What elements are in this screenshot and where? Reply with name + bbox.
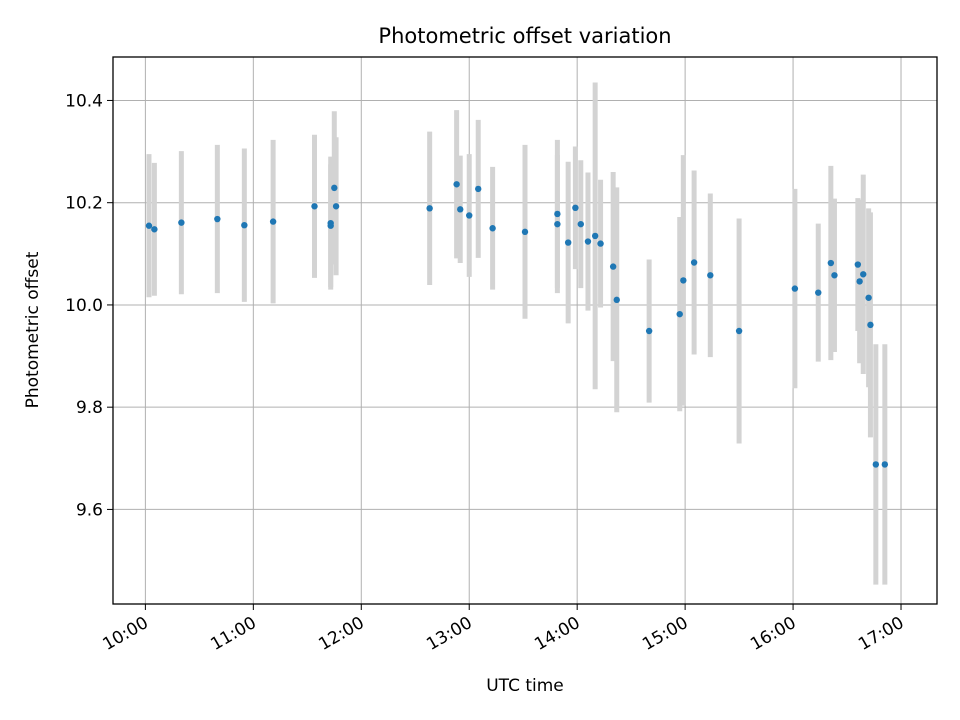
data-point (572, 204, 579, 212)
data-points (145, 181, 889, 468)
y-tick-label: 10.0 (65, 296, 103, 316)
data-point (457, 206, 464, 213)
data-point (214, 215, 221, 223)
data-point (453, 181, 460, 188)
y-tick-label: 9.8 (76, 398, 103, 418)
data-point (554, 220, 561, 228)
data-point (856, 278, 863, 285)
data-point (597, 240, 604, 247)
data-point (591, 232, 599, 240)
data-point (145, 222, 153, 229)
data-point (865, 294, 872, 301)
data-point (609, 263, 617, 270)
data-point (791, 285, 799, 292)
data-point (872, 461, 880, 468)
data-point (327, 222, 334, 229)
data-point (707, 272, 714, 279)
data-point (827, 259, 835, 267)
data-point (690, 259, 698, 266)
data-point (151, 226, 158, 233)
data-point (311, 203, 318, 210)
y-axis-label: Photometric offset (23, 251, 43, 408)
y-tick-label: 9.6 (76, 500, 103, 520)
data-point (331, 184, 338, 192)
y-axis-ticks: 9.6 9.8 10.0 10.2 10.4 (65, 91, 113, 520)
data-point (613, 296, 620, 304)
data-point (178, 219, 185, 226)
data-point (881, 461, 889, 468)
data-point (466, 212, 473, 219)
data-point (584, 238, 592, 245)
data-point (564, 239, 572, 246)
data-point (676, 310, 683, 318)
y-tick-label: 10.2 (65, 194, 103, 214)
data-point (577, 220, 584, 228)
data-point (241, 221, 248, 229)
data-point (815, 289, 822, 296)
data-point (867, 321, 874, 329)
data-point (332, 203, 340, 210)
data-point (269, 218, 277, 225)
chart-title: Photometric offset variation (378, 24, 671, 48)
y-tick-label: 10.4 (65, 91, 103, 111)
data-point (854, 261, 862, 268)
data-point (554, 210, 561, 218)
data-point (831, 272, 838, 279)
x-axis-label: UTC time (486, 676, 564, 696)
plot-frame (112, 56, 938, 605)
data-point (735, 327, 743, 335)
data-point (860, 271, 867, 278)
data-point (426, 205, 433, 212)
data-point (489, 225, 496, 232)
data-point (645, 327, 653, 335)
data-point (680, 277, 687, 284)
data-point (521, 228, 529, 236)
data-point (475, 185, 482, 193)
